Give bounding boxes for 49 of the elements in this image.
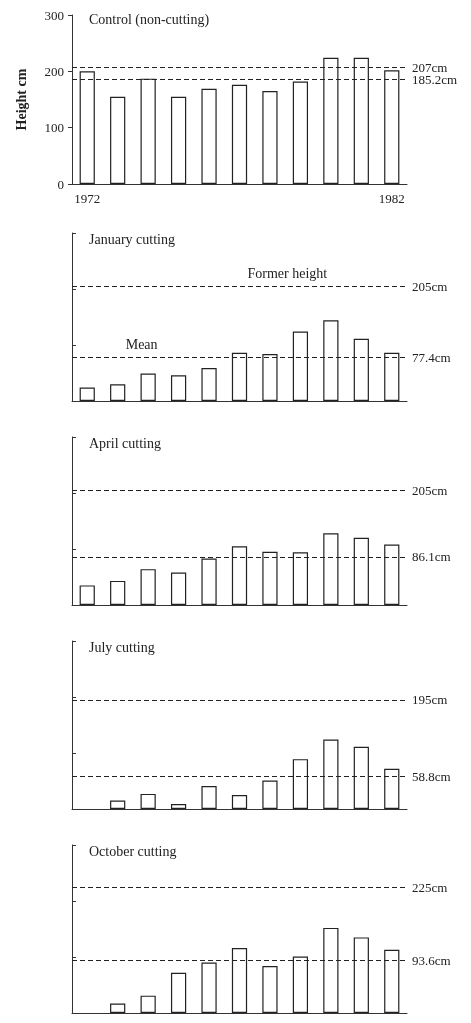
bar xyxy=(110,800,126,809)
bar xyxy=(201,367,217,401)
annotation: Mean xyxy=(125,337,158,353)
bar xyxy=(110,580,126,605)
bar xyxy=(140,569,156,605)
bar xyxy=(201,962,217,1013)
bar xyxy=(110,96,126,184)
ref-line-label: 86.1cm xyxy=(412,549,451,565)
x-tick-label: 1982 xyxy=(378,191,405,206)
bar xyxy=(79,387,95,401)
bar xyxy=(170,972,187,1013)
bar xyxy=(170,572,187,605)
ref-line-label: 207cm xyxy=(412,59,448,75)
ref-line-label: 93.6cm xyxy=(412,953,451,969)
bar xyxy=(110,1003,126,1013)
chart-title: July cutting xyxy=(89,639,155,655)
y-tick-label: 200 xyxy=(44,63,64,79)
bar xyxy=(170,803,187,809)
bar xyxy=(110,384,126,401)
ref-line-label: 195cm xyxy=(412,692,448,708)
ref-line-label: 77.4cm xyxy=(412,350,451,366)
ref-line-label: 225cm xyxy=(412,879,448,895)
x-tick-label: 1972 xyxy=(74,191,101,206)
ref-line-label: 205cm xyxy=(412,278,448,294)
bar xyxy=(262,780,278,809)
bar xyxy=(140,793,156,809)
ref-line-label: 58.8cm xyxy=(412,768,451,784)
bar xyxy=(231,84,248,184)
y-axis-title: Height cm xyxy=(13,68,29,131)
bar xyxy=(140,373,156,401)
ref-line-label: 205cm xyxy=(412,482,448,498)
bar xyxy=(201,786,217,809)
bar xyxy=(170,96,187,184)
bar xyxy=(201,88,217,184)
bar xyxy=(140,995,156,1013)
chart-title: October cutting xyxy=(89,843,177,859)
chart-title: April cutting xyxy=(89,435,161,451)
y-tick-label: 0 xyxy=(57,176,64,192)
y-tick-label: 100 xyxy=(44,120,64,136)
bar xyxy=(231,795,248,809)
bar xyxy=(79,585,95,605)
bar xyxy=(170,375,187,401)
bar xyxy=(262,965,278,1013)
bar xyxy=(262,91,278,184)
chart-title: January cutting xyxy=(89,231,175,247)
chart-title: Control (non-cutting) xyxy=(89,11,210,28)
annotation: Former height xyxy=(247,265,328,281)
ref-line-label: 185.2cm xyxy=(412,72,458,88)
y-tick-label: 300 xyxy=(44,7,64,23)
